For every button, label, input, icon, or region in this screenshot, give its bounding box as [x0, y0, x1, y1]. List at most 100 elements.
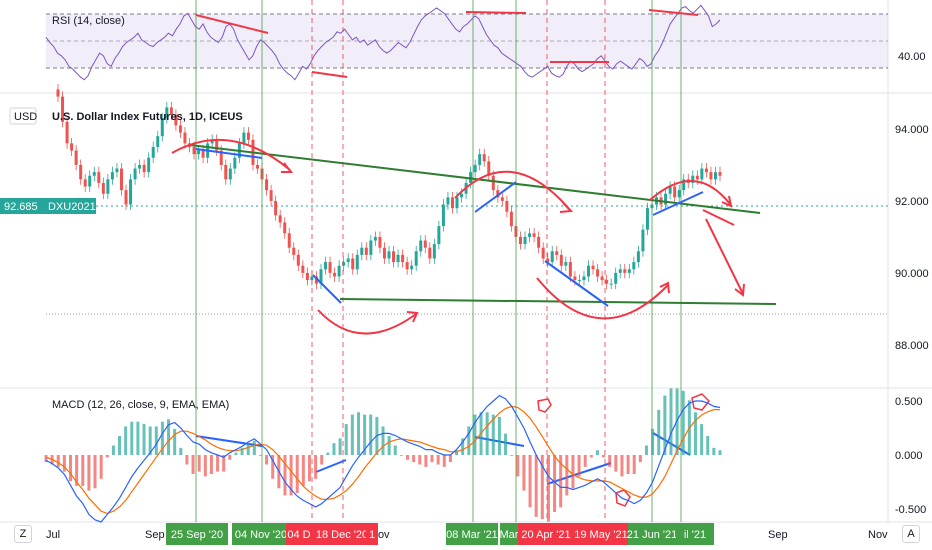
candle: [138, 164, 142, 169]
macd-hist-bar: [326, 452, 330, 455]
projection-arrow: [705, 218, 744, 295]
arrow-head: [734, 283, 745, 297]
candle: [446, 197, 450, 205]
candle: [219, 150, 223, 165]
candle: [156, 136, 160, 147]
macd-hist-bar: [553, 455, 557, 513]
candle: [587, 265, 591, 277]
candle: [160, 118, 164, 137]
time-highlight-label: Mar: [500, 529, 519, 541]
time-highlight-badge: [446, 523, 498, 545]
candle: [632, 262, 636, 270]
candle: [142, 164, 146, 173]
macd-hist-bar: [461, 438, 465, 455]
macd-signal-line: [45, 405, 720, 515]
candle: [70, 143, 74, 151]
macd-blue-line: [315, 459, 347, 473]
candle: [677, 190, 681, 198]
symbol-label: DXU2021: [48, 201, 96, 213]
scale-mode-button-a[interactable]: A: [902, 525, 920, 543]
macd-hist-bar: [344, 424, 348, 455]
macd-hist-bar: [148, 426, 152, 455]
last-price-value: 92.685: [4, 201, 38, 213]
candle: [169, 107, 173, 115]
rsi-panel: RSI (14, close) 40.00: [45, 4, 926, 81]
time-highlight-badge: [628, 523, 676, 545]
macd-hist-bar: [638, 455, 642, 463]
candle: [423, 240, 427, 248]
candle: [691, 175, 695, 183]
scale-mode-button-z[interactable]: Z: [14, 525, 32, 543]
candle: [582, 276, 586, 281]
price-blue-line: [652, 191, 704, 216]
candle: [405, 262, 409, 270]
candle: [614, 272, 618, 284]
candle: [346, 258, 350, 263]
candle: [623, 269, 627, 273]
macd-hist-bar: [559, 455, 563, 508]
candle: [324, 262, 328, 270]
macd-tick-label: -0.500: [895, 504, 926, 516]
time-highlight-label: 18 Dec '20: [316, 529, 368, 541]
candle: [673, 186, 677, 198]
candle: [564, 262, 568, 266]
macd-hist-bar: [118, 435, 122, 455]
candle: [88, 175, 92, 187]
candle: [414, 251, 418, 266]
macd-hist-bar: [497, 416, 501, 455]
rsi-divergence-line: [311, 71, 348, 78]
candle: [355, 254, 359, 270]
macd-hist-bar: [626, 455, 630, 475]
candle: [695, 175, 699, 180]
candle: [278, 215, 282, 223]
candle: [274, 200, 278, 216]
candle: [124, 190, 128, 205]
currency-badge: [9, 107, 37, 125]
price-labels: USD U.S. Dollar Index Futures, 1D, ICEUS…: [0, 107, 243, 214]
macd-hist-bar: [160, 421, 164, 455]
candle: [491, 175, 495, 191]
projection-arrow: [702, 209, 735, 226]
candle: [65, 121, 69, 144]
macd-hist-bar: [412, 455, 416, 463]
macd-hist-bar: [614, 455, 618, 472]
time-highlight-badge: [166, 523, 228, 545]
macd-hist-bar: [136, 421, 140, 455]
macd-hist-bar: [712, 447, 716, 455]
price-blue-line: [544, 260, 609, 307]
macd-hist-bar: [546, 455, 550, 522]
macd-hist-bar: [534, 455, 538, 517]
candle: [505, 200, 509, 212]
candle: [319, 269, 323, 284]
candle: [337, 265, 341, 277]
candle: [528, 233, 532, 237]
macd-hist-bar: [467, 426, 471, 455]
candle: [151, 146, 155, 158]
candle: [305, 272, 309, 281]
candle: [246, 132, 250, 140]
candle: [210, 139, 214, 144]
candle: [61, 96, 65, 122]
candle: [482, 154, 486, 162]
time-highlight-badge: [676, 523, 714, 545]
candle: [609, 283, 613, 285]
candle: [600, 276, 604, 281]
symbol-badge: [44, 198, 96, 214]
candle: [201, 150, 205, 158]
macd-hist-bar: [81, 455, 85, 486]
candle: [292, 247, 296, 255]
time-highlight-label: il '21: [684, 529, 706, 541]
macd-hist-bar: [191, 455, 195, 475]
macd-hist-bar: [179, 447, 183, 455]
time-label: Jul: [46, 529, 60, 541]
macd-hist-bar: [301, 455, 305, 486]
candle: [668, 186, 672, 194]
candle: [129, 179, 133, 205]
time-highlight-label: 20 Apr '21: [521, 529, 570, 541]
price-tick-label: 94.000: [895, 124, 929, 136]
rsi-divergence-line: [648, 9, 699, 16]
candle: [83, 179, 87, 187]
candle: [92, 172, 96, 176]
macd-hist-bar: [167, 419, 171, 455]
